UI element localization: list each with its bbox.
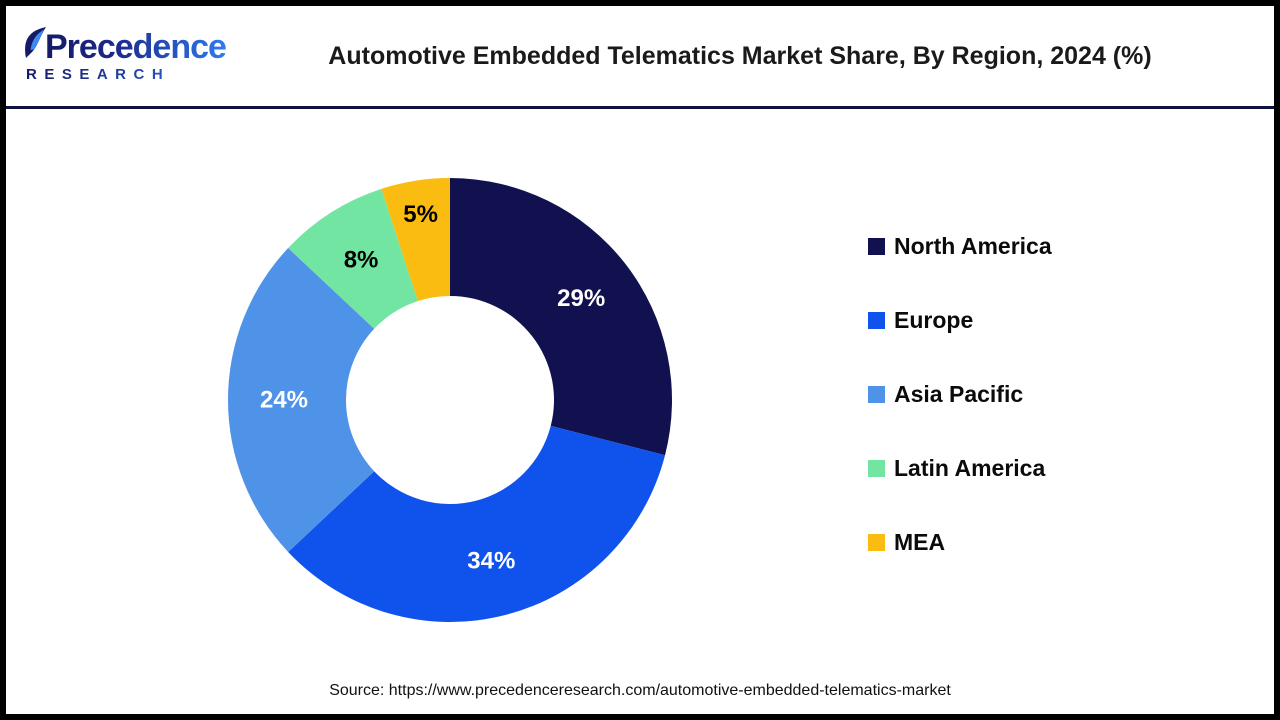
pie-slice-europe	[288, 425, 666, 622]
pie-slice-mea	[381, 178, 450, 302]
legend-swatch-icon	[868, 311, 885, 329]
legend-item-mea: MEA	[868, 528, 1052, 555]
pie-slice-latin-america	[288, 188, 418, 329]
legend-swatch-icon	[868, 533, 885, 551]
pie-slice-north-america	[450, 178, 672, 456]
pie-slice-asia-pacific	[228, 248, 375, 552]
slice-data-label: 29%	[557, 285, 605, 312]
donut-chart: 29% 34% 24% 8% 5%	[228, 178, 672, 622]
source-note: Source: https://www.precedenceresearch.c…	[329, 682, 951, 699]
legend-swatch-icon	[868, 385, 885, 403]
logo-wordmark: Precedence	[45, 28, 227, 66]
slice-data-label: 34%	[467, 547, 515, 574]
logo-top-row: Precedence	[22, 27, 232, 66]
legend-item-asia-pacific: Asia Pacific	[868, 380, 1052, 407]
legend-item-latin-america: Latin America	[868, 454, 1052, 481]
legend-label: Europe	[894, 306, 974, 333]
slice-data-label: 24%	[260, 387, 308, 414]
chart-title: Automotive Embedded Telematics Market Sh…	[328, 41, 1152, 70]
legend-swatch-icon	[868, 459, 885, 477]
legend-swatch-icon	[868, 237, 885, 255]
slice-data-label: 8%	[344, 246, 379, 273]
precedence-research-logo: Precedence RESEARCH	[22, 27, 232, 82]
logo-subtitle: RESEARCH	[22, 67, 232, 82]
slice-data-label: 5%	[403, 201, 438, 228]
legend: North America Europe Asia Pacific Latin Ame…	[868, 232, 1052, 555]
leaf-icon	[25, 27, 46, 58]
legend-label: North America	[894, 232, 1052, 259]
legend-item-europe: Europe	[868, 306, 1052, 333]
header: Precedence RESEARCH Automotive Embedded …	[6, 6, 1274, 109]
legend-item-north-america: North America	[868, 232, 1052, 259]
legend-label: MEA	[894, 528, 946, 555]
legend-label: Asia Pacific	[894, 380, 1024, 407]
legend-label: Latin America	[894, 454, 1046, 481]
